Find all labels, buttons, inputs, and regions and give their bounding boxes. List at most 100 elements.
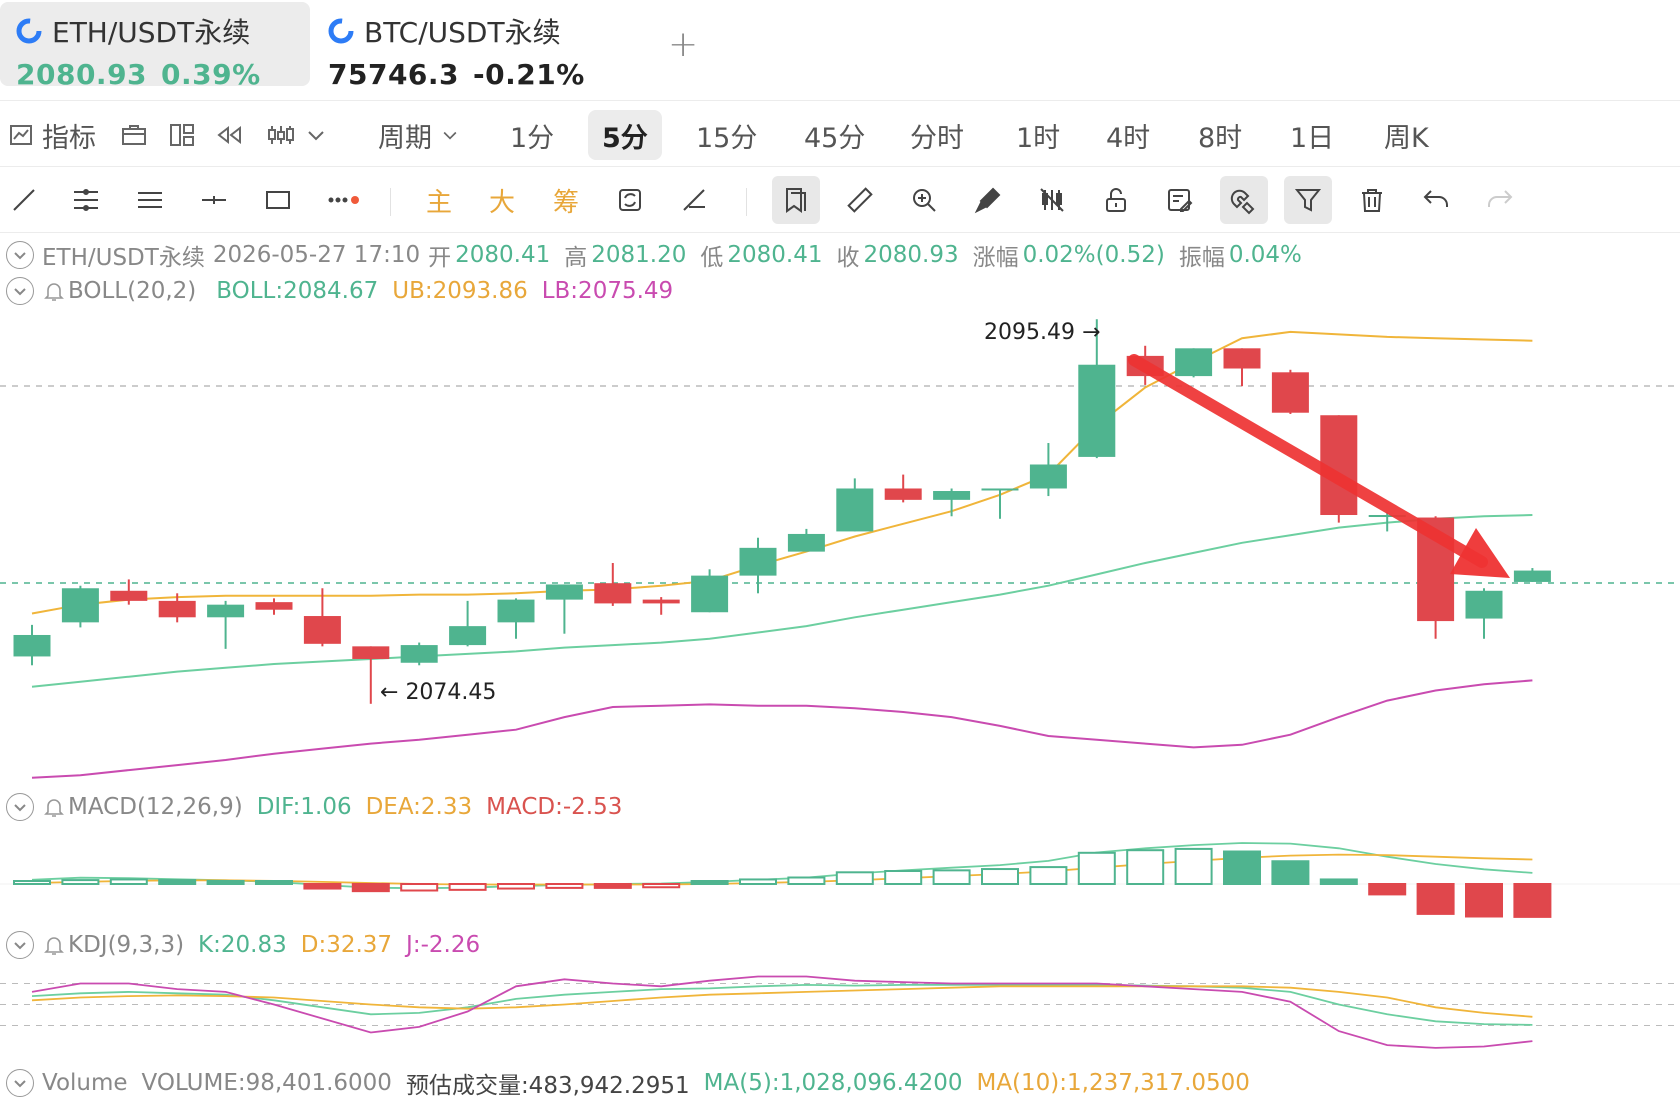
main-chart-toggle[interactable]: 主 xyxy=(425,187,452,218)
trend-line-icon xyxy=(13,189,35,211)
chevron-down-icon xyxy=(14,288,26,296)
interval-8h[interactable]: 8时 xyxy=(1198,122,1243,154)
macd-histogram-bar xyxy=(1126,849,1165,886)
candle-body xyxy=(1223,348,1261,369)
close-label: 收 xyxy=(836,245,860,271)
exchange-logo-icon xyxy=(328,18,354,44)
interval-1d[interactable]: 1日 xyxy=(1290,122,1335,154)
candle-body xyxy=(981,488,1019,491)
sync-tool[interactable] xyxy=(606,176,654,224)
interval-45m[interactable]: 45分 xyxy=(804,122,866,154)
chip-distribution-toggle[interactable]: 筹 xyxy=(552,187,579,218)
candlestick-icon xyxy=(268,126,294,144)
tab-eth-usdt[interactable]: ETH/USDT永续 2080.93 0.39% xyxy=(0,2,310,91)
measure-tool[interactable] xyxy=(670,176,718,224)
large-order-toggle[interactable]: 大 xyxy=(488,187,515,218)
tab-btc-usdt[interactable]: BTC/USDT永续 75746.3 -0.21% xyxy=(312,2,642,91)
indicators-button[interactable]: 指标 xyxy=(8,110,96,160)
ruler-tool[interactable] xyxy=(836,176,884,224)
lines-icon xyxy=(138,192,162,208)
parallel-channel-tool[interactable] xyxy=(62,176,110,224)
high-label: 高 xyxy=(564,245,588,271)
bell-icon[interactable] xyxy=(42,795,66,819)
volume-name: Volume xyxy=(42,1070,128,1096)
chart-type-button[interactable] xyxy=(266,110,328,160)
macd-histogram-bar xyxy=(1174,847,1213,886)
candle-body xyxy=(1078,364,1116,457)
collapse-toggle[interactable] xyxy=(6,793,34,821)
divider xyxy=(390,188,391,216)
delete-tool[interactable] xyxy=(1348,176,1396,224)
candle-body xyxy=(1368,515,1406,518)
lock-tool[interactable] xyxy=(1092,176,1140,224)
interval-1m[interactable]: 1分 xyxy=(510,122,555,154)
horizontal-lines-tool[interactable] xyxy=(126,176,174,224)
interval-15m[interactable]: 15分 xyxy=(696,122,758,154)
candle-body xyxy=(642,599,680,604)
replay-button[interactable] xyxy=(214,110,244,160)
collapse-toggle[interactable] xyxy=(6,241,34,269)
ohlc-info-line: ETH/USDT永续 2026-05-27 17:10 开 2080.41 高 20… xyxy=(0,240,1302,271)
candle-body xyxy=(1465,590,1503,619)
macd-histogram-bar xyxy=(884,870,923,885)
collapse-toggle[interactable] xyxy=(6,1069,34,1097)
rewind-icon xyxy=(217,125,241,145)
candle-body xyxy=(545,584,583,600)
rectangle-tool[interactable] xyxy=(254,176,302,224)
brush-tool[interactable] xyxy=(964,176,1012,224)
magnet-tool[interactable] xyxy=(1220,176,1268,224)
more-tools[interactable] xyxy=(320,176,368,224)
candle-body xyxy=(739,547,777,576)
zoom-tool[interactable] xyxy=(900,176,948,224)
drawing-toolbar: 主 大 筹 xyxy=(0,174,1680,228)
hide-drawings-tool[interactable] xyxy=(1028,176,1076,224)
kdj-j: J:-2.26 xyxy=(406,932,481,958)
collapse-toggle[interactable] xyxy=(6,277,34,305)
boll-lb: LB:2075.49 xyxy=(541,278,674,304)
layout-button[interactable] xyxy=(168,110,196,160)
interval-1w[interactable]: 周K xyxy=(1384,122,1429,154)
settings-tool[interactable] xyxy=(1156,176,1204,224)
filter-tool[interactable] xyxy=(1284,176,1332,224)
candle-body xyxy=(1513,570,1551,582)
interval-timeline[interactable]: 分时 xyxy=(910,122,964,154)
bell-icon[interactable] xyxy=(42,933,66,957)
horizontal-ray-tool[interactable] xyxy=(190,176,238,224)
macd-histogram-bar xyxy=(400,883,439,892)
bookmark-tool[interactable] xyxy=(772,176,820,224)
open-label: 开 xyxy=(428,245,452,271)
chevron-down-icon xyxy=(443,131,457,140)
kdj-info-line: KDJ(9,3,3) K:20.83 D:32.37 J:-2.26 xyxy=(0,930,480,960)
macd-histogram-bar xyxy=(835,871,874,885)
chevron-down-icon xyxy=(14,1080,26,1088)
macd-histogram-bar xyxy=(497,883,535,890)
macd-name: MACD(12,26,9) xyxy=(68,794,243,820)
trend-line-tool[interactable] xyxy=(0,176,48,224)
boll-ub: UB:2093.86 xyxy=(392,278,528,304)
divider xyxy=(0,100,1680,101)
macd-histogram-bar xyxy=(787,876,826,885)
interval-4h[interactable]: 4时 xyxy=(1106,122,1151,154)
candle-body xyxy=(691,575,729,613)
collapse-toggle[interactable] xyxy=(6,931,34,959)
template-button[interactable] xyxy=(120,110,148,160)
hide-candles-icon xyxy=(1040,188,1064,212)
volume-ma5: MA(5):1,028,096.4200 xyxy=(703,1070,963,1096)
candle-body xyxy=(497,599,535,623)
redo-button[interactable] xyxy=(1476,176,1524,224)
interval-5m[interactable]: 5分 xyxy=(588,110,662,160)
undo-button[interactable] xyxy=(1412,176,1460,224)
high-price-marker: 2095.49 → xyxy=(984,320,1101,345)
macd-histogram-bar xyxy=(1368,883,1407,896)
macd-histogram-bar xyxy=(448,883,487,891)
exchange-logo-icon xyxy=(16,18,42,44)
bell-icon[interactable] xyxy=(42,279,66,303)
estimated-volume: 预估成交量:483,942.2951 xyxy=(405,1073,690,1099)
channel-icon xyxy=(74,189,98,211)
interval-1h[interactable]: 1时 xyxy=(1016,122,1061,154)
period-dropdown[interactable]: 周期 xyxy=(378,110,460,160)
add-tab-button[interactable]: + xyxy=(668,24,699,65)
low-price-marker: ← 2074.45 xyxy=(380,680,497,705)
boll-lower-line xyxy=(31,679,1533,779)
